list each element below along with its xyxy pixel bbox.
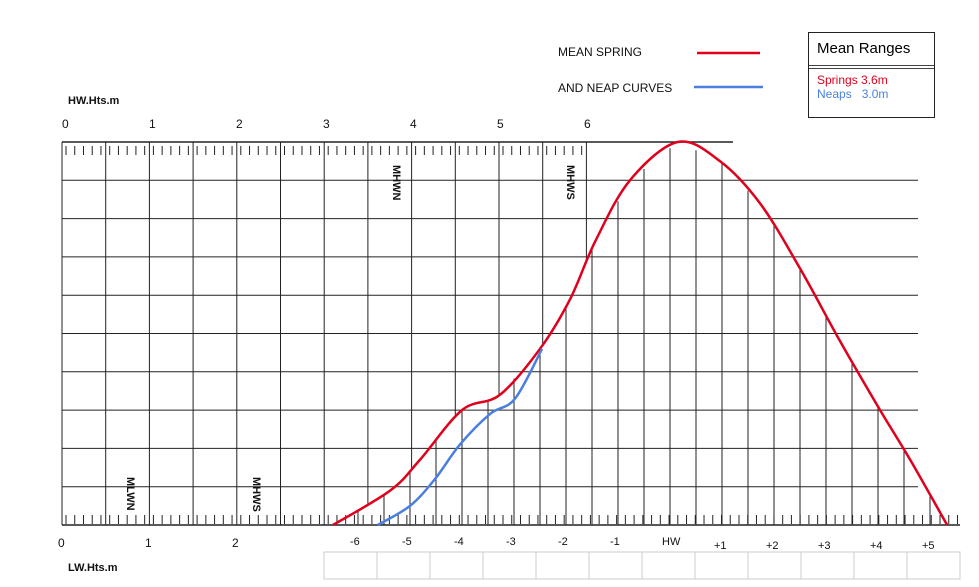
springs-range: Springs 3.6m xyxy=(817,73,888,87)
time-entry-cell xyxy=(800,551,855,580)
time-entry-cell xyxy=(853,551,908,580)
spring-curve xyxy=(332,140,949,527)
mlwn-marker: MLWN xyxy=(124,477,136,511)
time-tick-label: HW xyxy=(662,536,681,548)
mhwn-marker: MHWN xyxy=(390,165,402,201)
mean-ranges-box: Mean Ranges Springs 3.6m Neaps 3.0m xyxy=(808,32,935,118)
lw-tick-label: 0 xyxy=(58,536,65,550)
hw-tick-label: 1 xyxy=(149,117,156,131)
time-entry-cell xyxy=(747,551,802,580)
hw-tick-label: 5 xyxy=(497,117,504,131)
time-tick-label: +1 xyxy=(714,540,727,552)
time-entry-cell xyxy=(482,551,537,580)
time-tick-label: -3 xyxy=(506,536,516,548)
time-entry-cell xyxy=(535,551,590,580)
hw-axis-label: HW.Hts.m xyxy=(68,95,120,107)
lw-tick-label: 2 xyxy=(232,536,239,550)
time-entry-cell xyxy=(694,551,749,580)
legend-neap-label: AND NEAP CURVES xyxy=(558,81,673,95)
hw-tick-label: 3 xyxy=(323,117,330,131)
legend-spring-label: MEAN SPRING xyxy=(558,45,643,59)
time-tick-label: +5 xyxy=(922,540,935,552)
time-tick-label: +2 xyxy=(766,540,779,552)
time-tick-label: -4 xyxy=(454,536,464,548)
mhws-marker-top: MHWS xyxy=(564,165,576,200)
time-entry-cell xyxy=(641,551,696,580)
time-tick-label: -5 xyxy=(402,536,412,548)
hw-tick-label: 4 xyxy=(410,117,417,131)
time-entry-cell xyxy=(376,551,431,580)
time-tick-label: +4 xyxy=(870,540,883,552)
hw-tick-label: 0 xyxy=(62,117,69,131)
mhws-marker-bottom: MHWS xyxy=(250,477,262,512)
lw-axis-label: LW.Hts.m xyxy=(68,562,118,574)
time-tick-label: -2 xyxy=(558,536,568,548)
time-entry-cell xyxy=(588,551,643,580)
time-entry-cell xyxy=(323,551,378,580)
time-entry-cell xyxy=(429,551,484,580)
time-tick-label: -6 xyxy=(350,536,360,548)
hw-tick-label: 2 xyxy=(236,117,243,131)
neap-curve xyxy=(377,348,544,527)
time-tick-label: -1 xyxy=(610,536,620,548)
time-tick-label: +3 xyxy=(818,540,831,552)
hw-tick-label: 6 xyxy=(584,117,591,131)
time-entry-cell xyxy=(906,551,961,580)
lw-tick-label: 1 xyxy=(145,536,152,550)
neaps-range: Neaps 3.0m xyxy=(817,87,889,101)
mean-ranges-title: Mean Ranges xyxy=(809,33,934,69)
